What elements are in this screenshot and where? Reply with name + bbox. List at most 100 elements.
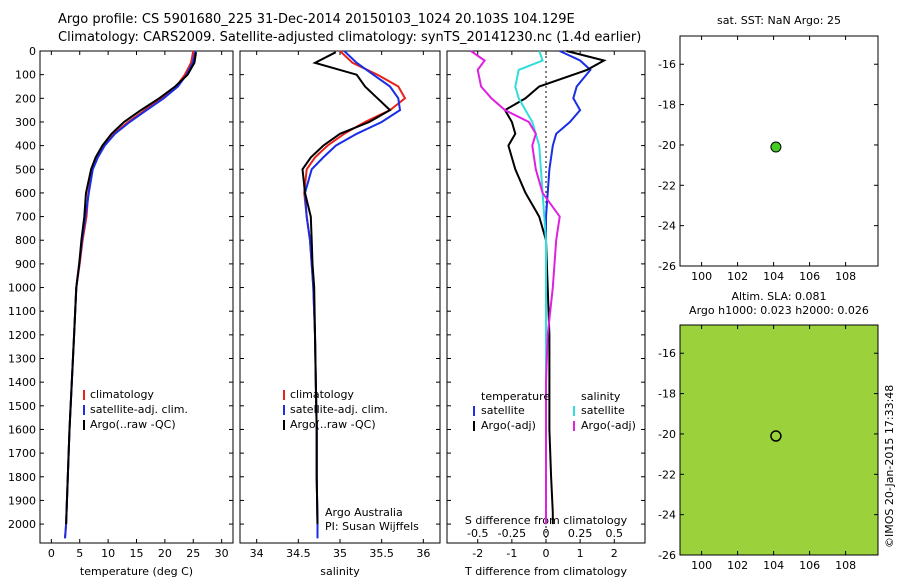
salinity-legend-title: salinity — [581, 390, 621, 403]
temperature-x-tick-label: 10 — [101, 547, 115, 560]
sla-map-subtitle: Argo h1000: 0.023 h2000: 0.026 — [689, 304, 869, 317]
temperature-series-line — [65, 52, 198, 525]
sla-map-frame — [679, 324, 879, 556]
depth-tick-label: 900 — [15, 258, 36, 271]
difference-x-tick-label: -2 — [472, 547, 483, 560]
imos-credit: ©IMOS 20-Jan-2015 17:33:48 — [883, 384, 896, 548]
depth-tick-label: 400 — [15, 140, 36, 153]
salinity-x-tick-label: 34.5 — [286, 547, 311, 560]
argo-float-marker-sla — [770, 430, 782, 442]
difference-x-tick-label: -1 — [506, 547, 517, 560]
depth-tick-label: 700 — [15, 211, 36, 224]
temperature-x-tick-label: 25 — [186, 547, 200, 560]
sla-map-y-tick-label: -22 — [658, 468, 676, 481]
temperature-x-axis-label: temperature (deg C) — [80, 565, 193, 578]
depth-tick-label: 0 — [29, 45, 36, 58]
argo-float-marker — [770, 141, 782, 153]
temperature-series-line — [64, 50, 197, 539]
depth-tick-label: 1100 — [8, 305, 36, 318]
argo-program-note: Argo Australia — [325, 506, 403, 519]
sst-map-y-tick-label: -20 — [658, 139, 676, 152]
sla-map-x-tick-label: 104 — [763, 559, 784, 572]
salinity-legend-label: satellite-adj. clim. — [290, 403, 388, 416]
difference-legend-label: Argo(-adj) — [481, 419, 536, 432]
sla-map-x-tick-label: 102 — [727, 559, 748, 572]
sst-map-x-tick-label: 108 — [835, 270, 856, 283]
depth-tick-label: 1600 — [8, 423, 36, 436]
difference-legend-label: Argo(-adj) — [581, 419, 636, 432]
sst-map-y-tick-label: -22 — [658, 179, 676, 192]
sst-map-x-tick-label: 100 — [691, 270, 712, 283]
temperature-series-line — [64, 50, 195, 539]
temperature-legend-label: Argo(..raw -QC) — [90, 418, 176, 431]
depth-tick-label: 800 — [15, 234, 36, 247]
salinity-axes-frame — [239, 50, 441, 544]
depth-tick-label: 300 — [15, 116, 36, 129]
pi-note: PI: Susan Wijffels — [325, 520, 419, 533]
sst-map-title: sat. SST: NaN Argo: 25 — [717, 14, 841, 27]
temperature-x-tick-label: 15 — [130, 547, 144, 560]
depth-tick-label: 1000 — [8, 282, 36, 295]
depth-tick-label: 2000 — [8, 518, 36, 531]
salinity-series-line — [303, 50, 407, 539]
temperature-x-tick-label: 20 — [158, 547, 172, 560]
header-line-2: Climatology: CARS2009. Satellite-adjuste… — [58, 30, 642, 45]
temperature-legend-title: temperature — [481, 390, 550, 403]
difference-x-tick-label: 0 — [543, 547, 550, 560]
depth-tick-label: 1800 — [8, 471, 36, 484]
depth-tick-label: 200 — [15, 92, 36, 105]
sla-map-y-tick-label: -24 — [658, 509, 676, 522]
salinity-legend-label: climatology — [290, 388, 354, 401]
salinity-series-line — [303, 50, 402, 539]
s-difference-tick-label: -0.5 — [467, 527, 488, 540]
salinity-legend-label: Argo(..raw -QC) — [290, 418, 376, 431]
depth-tick-label: 1500 — [8, 400, 36, 413]
sla-map-y-tick-label: -16 — [658, 347, 676, 360]
salinity-x-tick-label: 34 — [250, 547, 264, 560]
difference-x-tick-label: 1 — [577, 547, 584, 560]
depth-tick-label: 500 — [15, 163, 36, 176]
sla-map-x-tick-label: 100 — [691, 559, 712, 572]
depth-tick-label: 1900 — [8, 494, 36, 507]
sst-map-x-tick-label: 104 — [763, 270, 784, 283]
temperature-x-tick-label: 5 — [76, 547, 83, 560]
sla-map-x-tick-label: 106 — [799, 559, 820, 572]
sla-map-y-tick-label: -18 — [658, 388, 676, 401]
sst-map-y-tick-label: -26 — [658, 260, 676, 273]
sst-map-x-tick-label: 106 — [799, 270, 820, 283]
s-difference-tick-label: 0 — [543, 527, 550, 540]
sla-map-y-tick-label: -20 — [658, 428, 676, 441]
difference-x-axis-label: T difference from climatology — [464, 565, 627, 578]
sst-map-y-tick-label: -24 — [658, 220, 676, 233]
salinity-series-line — [301, 51, 392, 525]
depth-tick-label: 1700 — [8, 447, 36, 460]
difference-series-line — [470, 50, 561, 525]
s-difference-tick-label: 0.5 — [606, 527, 624, 540]
difference-x-tick-label: 2 — [611, 547, 618, 560]
difference-series-line — [514, 50, 547, 525]
temperature-x-tick-label: 30 — [215, 547, 229, 560]
difference-legend-label: satellite — [481, 404, 525, 417]
s-difference-tick-label: -0.25 — [498, 527, 526, 540]
s-difference-tick-label: 0.25 — [568, 527, 593, 540]
sst-map-y-tick-label: -18 — [658, 99, 676, 112]
salinity-x-axis-label: salinity — [320, 565, 360, 578]
depth-tick-label: 600 — [15, 187, 36, 200]
temperature-legend-label: satellite-adj. clim. — [90, 403, 188, 416]
salinity-x-tick-label: 36 — [416, 547, 430, 560]
depth-tick-label: 1400 — [8, 376, 36, 389]
sla-map-y-tick-label: -26 — [658, 549, 676, 562]
temperature-legend-label: climatology — [90, 388, 154, 401]
depth-tick-label: 100 — [15, 69, 36, 82]
difference-legend-label: satellite — [581, 404, 625, 417]
difference-series-line — [503, 50, 607, 525]
temperature-x-tick-label: 0 — [48, 547, 55, 560]
sla-map-x-tick-label: 108 — [835, 559, 856, 572]
header-line-1: Argo profile: CS 5901680_225 31-Dec-2014… — [58, 12, 575, 27]
sst-map-y-tick-label: -16 — [658, 58, 676, 71]
depth-tick-label: 1300 — [8, 353, 36, 366]
salinity-x-tick-label: 35.5 — [369, 547, 394, 560]
salinity-x-tick-label: 35 — [333, 547, 347, 560]
depth-tick-label: 1200 — [8, 329, 36, 342]
